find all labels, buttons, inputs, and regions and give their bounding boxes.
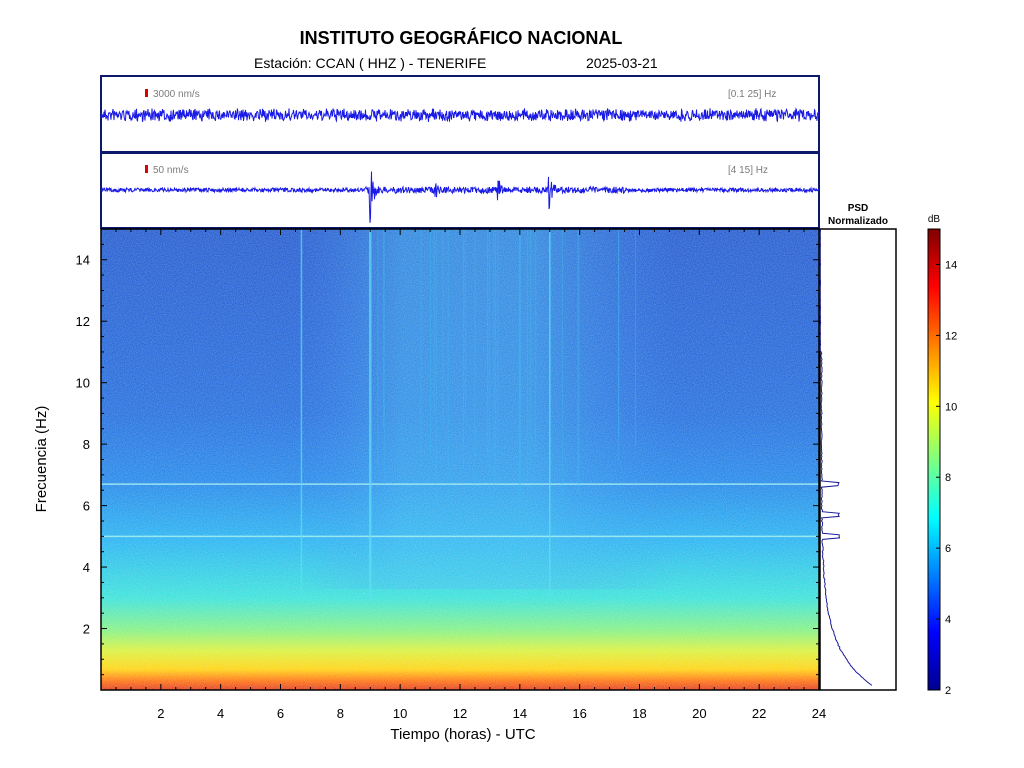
x-tick-label: 14: [513, 706, 527, 721]
y-tick-label: 4: [83, 560, 90, 575]
waveform-panel-2: 50 nm/s [4 15] Hz: [100, 152, 820, 229]
colorbar-tick-label: 2: [945, 685, 951, 697]
psd-curve: [819, 228, 873, 686]
x-tick-label: 22: [752, 706, 766, 721]
y-tick-label: 14: [76, 253, 90, 268]
band-label-1: [0.1 25] Hz: [728, 89, 776, 100]
x-tick-label: 8: [337, 706, 344, 721]
x-tick-label: 12: [453, 706, 467, 721]
y-axis: 2 4 6 8 10 12 14: [76, 228, 819, 691]
psd-frame: [819, 228, 897, 691]
y-tick-label: 6: [83, 499, 90, 514]
colorbar-tick-label: 8: [945, 472, 951, 484]
x-axis: 2 4 6 8 10 12 14 16 18 20 22 24: [100, 229, 826, 721]
colorbar-unit: dB: [928, 214, 941, 225]
y-tick-label: 10: [76, 376, 90, 391]
colorbar-tick-label: 10: [945, 401, 957, 413]
spectrogram-features: [101, 229, 819, 598]
scale-label-1: 3000 nm/s: [153, 89, 200, 100]
waveform-trace-1: [100, 107, 820, 123]
waveform-trace-2: [100, 171, 820, 223]
x-tick-label: 24: [812, 706, 826, 721]
y-tick-label: 2: [83, 622, 90, 637]
colorbar-tick-label: 4: [945, 614, 951, 626]
x-tick-label: 16: [572, 706, 586, 721]
x-tick-label: 18: [632, 706, 646, 721]
page-title: INSTITUTO GEOGRÁFICO NACIONAL: [299, 28, 623, 48]
colorbar-tick-label: 14: [945, 259, 957, 271]
band-label-2: [4 15] Hz: [728, 165, 768, 176]
x-tick-label: 6: [277, 706, 284, 721]
x-tick-label: 10: [393, 706, 407, 721]
x-tick-label: 4: [217, 706, 224, 721]
colorbar-ticks: 2 4 6 8 10 12 14: [936, 259, 957, 697]
colorbar: dB 2 4 6 8 10 12 14: [927, 214, 957, 697]
y-tick-label: 12: [76, 314, 90, 329]
y-tick-label: 8: [83, 437, 90, 452]
spectrogram-speckle: [101, 229, 819, 690]
scale-marker-1: [145, 89, 148, 97]
waveform-panel-1: 3000 nm/s [0.1 25] Hz: [100, 75, 820, 153]
psd-title-line1: PSD: [848, 203, 869, 214]
colorbar-tick-label: 12: [945, 330, 957, 342]
scale-label-2: 50 nm/s: [153, 165, 189, 176]
x-tick-label: 20: [692, 706, 706, 721]
psd-title-line2: Normalizado: [828, 216, 888, 227]
date-label: 2025-03-21: [586, 55, 658, 71]
scale-marker-2: [145, 165, 148, 173]
y-axis-label: Frecuencia (Hz): [33, 406, 50, 513]
x-axis-label: Tiempo (horas) - UTC: [390, 726, 535, 743]
station-info: Estación: CCAN ( HHZ ) - TENERIFE: [254, 55, 487, 71]
x-tick-label: 2: [157, 706, 164, 721]
colorbar-bar: [927, 228, 941, 691]
colorbar-tick-label: 6: [945, 543, 951, 555]
psd-panel: PSD Normalizado: [819, 203, 897, 691]
